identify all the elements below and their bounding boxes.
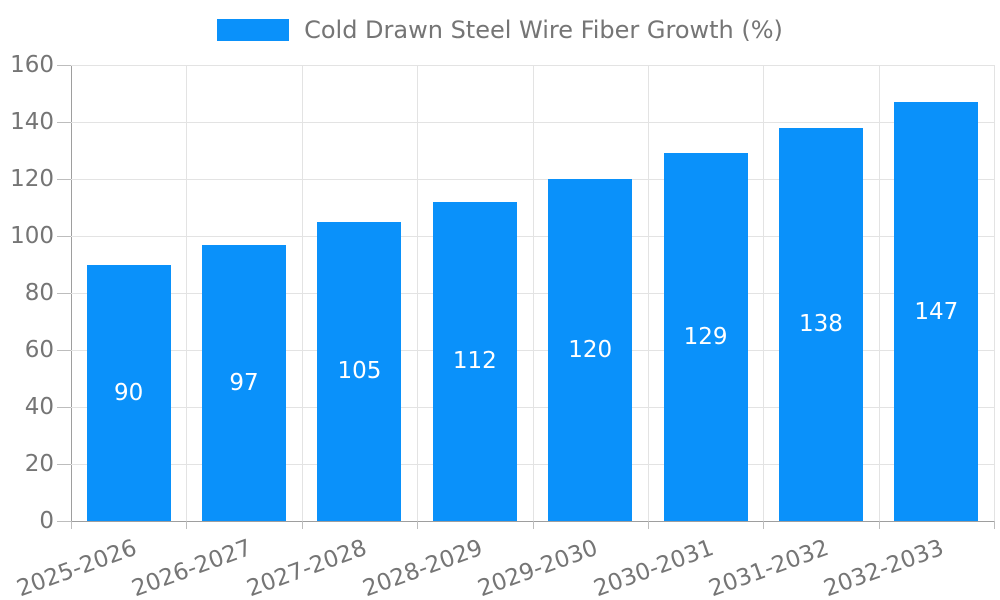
bar-2032-2033[interactable]: [894, 102, 979, 521]
x-tick: [417, 521, 419, 529]
bar-2029-2030[interactable]: [548, 179, 633, 521]
x-tick: [71, 521, 72, 529]
x-tick: [994, 521, 995, 529]
y-axis-line: [71, 65, 72, 529]
x-gridline: [878, 65, 880, 521]
bar-value-label: 112: [452, 348, 497, 375]
bar-2028-2029[interactable]: [432, 201, 517, 521]
bar-2026-2027[interactable]: [202, 244, 287, 521]
x-gridline: [301, 65, 303, 521]
x-gridline: [647, 65, 649, 521]
y-tick: [57, 521, 71, 522]
bar-2031-2032[interactable]: [778, 127, 863, 521]
legend[interactable]: Cold Drawn Steel Wire Fiber Growth (%): [0, 16, 1000, 44]
y-tick: [57, 122, 71, 123]
y-axis-tick-label: 120: [10, 166, 54, 192]
x-tick: [301, 521, 303, 529]
bar-value-label: 138: [798, 311, 843, 338]
y-tick: [57, 464, 71, 465]
y-axis-tick-label: 80: [24, 280, 54, 306]
y-axis-tick-label: 60: [24, 337, 54, 363]
y-axis-tick-label: 40: [24, 394, 54, 420]
x-tick: [647, 521, 649, 529]
bar-value-label: 120: [568, 337, 613, 363]
plot-area: 0 20 40 60 80 100 120 140 160 90 2025-2026 97 2026-2…: [10, 52, 995, 600]
y-tick: [57, 65, 71, 66]
y-axis-tick-label: 0: [39, 508, 54, 534]
y-axis-tick-label: 140: [10, 109, 54, 135]
bar-value-label: 97: [229, 369, 259, 396]
x-tick: [763, 521, 765, 529]
x-tick: [878, 521, 880, 529]
y-axis-tick-label: 100: [10, 223, 54, 249]
x-tick: [186, 521, 188, 529]
x-gridline: [994, 65, 995, 521]
bar-2025-2026[interactable]: [86, 264, 171, 521]
y-tick: [57, 407, 71, 408]
bar-value-label: 129: [683, 324, 728, 351]
y-tick: [57, 236, 71, 237]
x-gridline: [763, 65, 765, 521]
x-gridline: [186, 65, 188, 521]
bar-value-label: 105: [337, 358, 382, 385]
y-tick: [57, 179, 71, 180]
y-axis-tick-label: 160: [10, 52, 54, 78]
legend-swatch: [217, 19, 290, 41]
x-gridline: [417, 65, 419, 521]
bar-2030-2031[interactable]: [663, 153, 748, 521]
x-tick: [532, 521, 534, 529]
x-gridline: [532, 65, 534, 521]
bar-value-label: 90: [114, 379, 144, 406]
bar-value-label: 147: [914, 298, 959, 325]
y-axis-tick-label: 20: [24, 451, 54, 477]
legend-label: Cold Drawn Steel Wire Fiber Growth (%): [304, 16, 783, 44]
y-tick: [57, 350, 71, 351]
y-tick: [57, 293, 71, 294]
bar-2027-2028[interactable]: [317, 221, 402, 521]
